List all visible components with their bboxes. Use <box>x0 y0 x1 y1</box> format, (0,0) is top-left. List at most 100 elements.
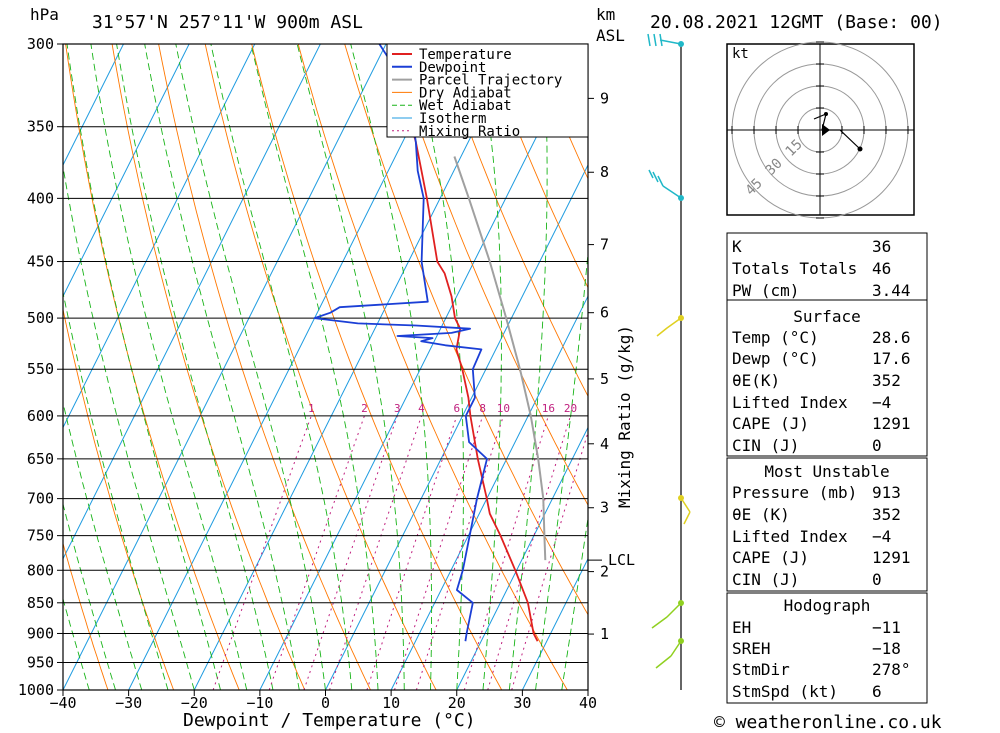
wet-adiabat-line <box>210 44 353 690</box>
legend-entry: Dewpoint <box>419 60 486 76</box>
pressure-tick-label: 600 <box>27 407 54 425</box>
wet-adiabat-line <box>477 44 502 690</box>
plot-frame <box>62 43 589 691</box>
sreh-label: SREH <box>732 639 771 658</box>
surface-title: Surface <box>793 307 860 326</box>
pressure-tick-label: 500 <box>27 309 54 327</box>
isotherm-line <box>521 557 588 690</box>
wind-barbs <box>647 33 691 690</box>
hodograph-point <box>824 112 828 116</box>
dry-adiabat-line <box>251 44 503 690</box>
temperature-line <box>404 44 539 642</box>
wet-adiabat-line <box>411 44 464 690</box>
wet-adiabat-line <box>63 502 116 690</box>
isobar-lines <box>63 44 588 690</box>
wind-level-dot <box>678 315 684 321</box>
temperature-tick-label: 30 <box>513 694 531 712</box>
wind-level-dot <box>678 495 684 501</box>
stmspd-label: StmSpd (kt) <box>732 682 838 701</box>
surface-theta-e-label: θE(K) <box>732 371 780 390</box>
pw-label: PW (cm) <box>732 281 799 300</box>
height-tick-label: 3 <box>600 499 609 517</box>
mixing-ratio-label: 4 <box>418 402 425 415</box>
isotherm-line <box>193 44 518 690</box>
mixing-ratio-label: 3 <box>394 402 401 415</box>
temperature-tick-label: 10 <box>382 694 400 712</box>
mixing-ratio-label: 1 <box>308 402 315 415</box>
table-box <box>726 592 928 704</box>
temperature-tick-label: −20 <box>181 694 208 712</box>
wet-adiabat-line <box>561 515 588 690</box>
datetime-title: 20.08.2021 12GMT (Base: 00) <box>650 12 943 33</box>
wet-adiabat-line <box>535 247 588 690</box>
surface-cape-value: 1291 <box>872 414 911 433</box>
hodograph-title: Hodograph <box>784 596 871 615</box>
asl-label: ASL <box>596 26 625 45</box>
wind-level-dot <box>678 638 684 644</box>
pressure-tick-label: 850 <box>27 594 54 612</box>
isotherm-line <box>63 44 190 298</box>
wet-adiabat-line <box>508 44 548 690</box>
temperature-tick-label: −30 <box>115 694 142 712</box>
wet-adiabat-line <box>63 597 90 690</box>
storm-motion-marker <box>822 124 830 136</box>
height-tick-label: 4 <box>600 435 609 453</box>
dry-adiabat-line <box>437 44 588 398</box>
pressure-tick-label: 550 <box>27 360 54 378</box>
parcel-trajectory-line <box>453 156 547 561</box>
table-box <box>726 299 928 457</box>
mixing-ratio-line <box>366 415 458 690</box>
isotherm-line <box>128 44 453 690</box>
height-tick-label: 7 <box>600 236 609 254</box>
wet-adiabat-lines <box>63 44 588 690</box>
most-unstable-title: Most Unstable <box>764 462 889 481</box>
plot-lines <box>63 44 588 690</box>
isotherm-line <box>325 163 588 690</box>
height-tick-label: 8 <box>600 163 609 181</box>
mixing-ratio-label: 10 <box>497 402 510 415</box>
surface-dewp-value: 17.6 <box>872 349 911 368</box>
surface-cin-value: 0 <box>872 436 882 455</box>
isotherm-line <box>390 295 588 690</box>
location-title: 31°57'N 257°11'W 900m ASL <box>92 12 363 33</box>
k-index-label: K <box>732 237 742 256</box>
height-tick-label: 2 <box>600 563 609 581</box>
surface-cin-label: CIN (J) <box>732 436 799 455</box>
eh-label: EH <box>732 618 751 637</box>
pressure-tick-label: 650 <box>27 450 54 468</box>
wind-level-dot <box>678 195 684 201</box>
profile-series <box>313 44 547 642</box>
height-tick-label: 6 <box>600 304 609 322</box>
stmdir-label: StmDir <box>732 660 790 679</box>
mixing-ratio-lines <box>212 415 588 690</box>
k-index-value: 36 <box>872 237 891 256</box>
sreh-value: −18 <box>872 639 901 658</box>
mixing-ratio-label: 2 <box>361 402 368 415</box>
mixing-ratio-label: 16 <box>542 402 555 415</box>
wind-barb <box>656 317 682 337</box>
mixing-ratio-line <box>303 415 398 690</box>
surface-dewp-label: Dewp (°C) <box>732 349 819 368</box>
surface-theta-e-value: 352 <box>872 371 901 390</box>
pressure-tick-label: 400 <box>27 189 54 207</box>
mu-cin-value: 0 <box>872 570 882 589</box>
height-axis: 1 2 3 4 5 6 7 8 9 LCL <box>588 89 635 643</box>
wind-barb <box>647 33 682 47</box>
surface-li-value: −4 <box>872 393 891 412</box>
wet-adiabat-line <box>63 290 169 690</box>
temperature-axis: −40 −30 −20 −10 0 10 20 30 40 <box>49 690 597 712</box>
eh-value: −11 <box>872 618 901 637</box>
dry-adiabat-line <box>65 44 240 690</box>
legend-entry: Parcel Trajectory <box>419 73 562 89</box>
legend-entry: Isotherm <box>419 111 486 127</box>
mixing-ratio-label: 6 <box>453 402 460 415</box>
mixing-ratio-label: 20 <box>564 402 577 415</box>
mixing-ratio-line <box>487 415 571 690</box>
dewpoint-line <box>313 44 488 642</box>
pressure-tick-label: 950 <box>27 653 54 671</box>
wet-adiabat-line <box>296 44 405 690</box>
mu-theta-e-value: 352 <box>872 505 901 524</box>
mu-li-value: −4 <box>872 527 891 546</box>
wind-barb <box>655 640 682 669</box>
height-tick-label: 1 <box>600 625 609 643</box>
